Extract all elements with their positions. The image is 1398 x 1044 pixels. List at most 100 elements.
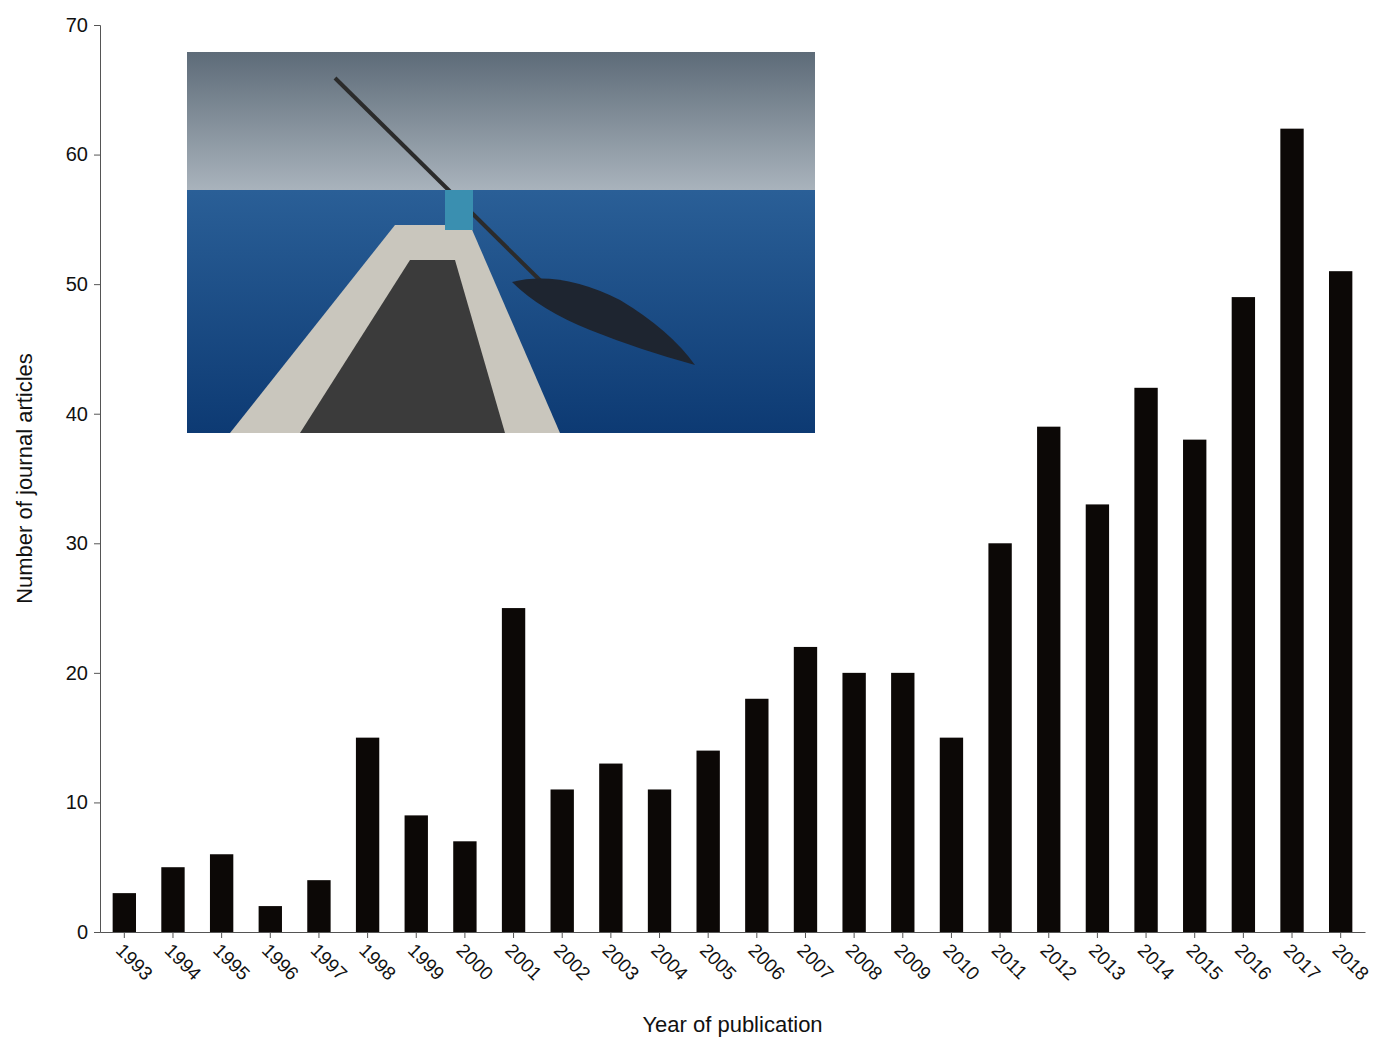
y-tick: 70	[66, 14, 100, 36]
x-tick-label: 2006	[744, 940, 789, 985]
x-tick: 2011	[988, 932, 1032, 983]
bar	[1134, 388, 1157, 932]
y-tick: 0	[77, 921, 100, 943]
bar	[1086, 504, 1109, 932]
x-tick-mark	[464, 932, 465, 938]
y-axis-line	[94, 26, 101, 933]
x-tick-label: 2010	[939, 940, 984, 985]
y-tick: 10	[66, 791, 100, 813]
x-tick: 2000	[453, 932, 498, 984]
x-tick-label: 2018	[1328, 940, 1373, 985]
bar	[794, 647, 817, 932]
x-tick-label: 2012	[1036, 940, 1081, 985]
x-tick-mark	[270, 932, 271, 938]
bar	[453, 841, 476, 932]
x-tick: 2015	[1182, 932, 1227, 984]
x-tick: 2017	[1280, 932, 1325, 984]
x-tick-mark	[1146, 932, 1147, 938]
x-tick-mark	[854, 932, 855, 938]
x-tick-label: 2017	[1280, 940, 1325, 985]
x-tick: 2002	[550, 932, 595, 984]
bar	[551, 789, 574, 932]
x-tick-label: 1996	[258, 940, 303, 985]
bar	[307, 880, 330, 932]
x-tick-label: 2015	[1182, 940, 1227, 985]
x-tick-mark	[1340, 932, 1341, 938]
x-tick-label: 2003	[598, 940, 643, 985]
bar	[891, 673, 914, 932]
x-tick-label: 2011	[988, 940, 1032, 984]
bar	[1037, 427, 1060, 932]
x-tick-mark	[659, 932, 660, 938]
y-tick-mark	[94, 543, 100, 544]
x-tick-label: 1993	[112, 940, 157, 985]
x-tick: 2006	[744, 932, 789, 984]
y-axis: 0 10 20 30 40 50 60 70	[66, 14, 101, 943]
x-tick: 2018	[1328, 932, 1373, 984]
photo-boat	[230, 225, 560, 433]
bar	[599, 764, 622, 932]
x-tick-mark	[318, 932, 319, 938]
x-tick-mark	[1194, 932, 1195, 938]
x-tick: 2010	[939, 932, 984, 984]
x-tick: 1993	[112, 932, 157, 984]
bar	[1183, 440, 1206, 932]
bar	[113, 893, 136, 932]
x-tick-mark	[708, 932, 709, 938]
bar	[745, 699, 768, 932]
x-tick-mark	[1292, 932, 1293, 938]
bar	[161, 867, 184, 932]
x-tick: 1994	[161, 932, 206, 985]
bar	[356, 738, 379, 932]
y-tick: 50	[66, 273, 100, 295]
x-tick-label: 1999	[404, 940, 449, 985]
y-tick-label: 10	[66, 791, 88, 813]
x-tick-label: 2008	[842, 940, 887, 985]
x-tick: 2007	[793, 932, 838, 984]
bar	[648, 789, 671, 932]
x-tick: 1998	[355, 932, 400, 984]
x-tick: 2013	[1085, 932, 1130, 984]
x-tick: 1995	[209, 932, 254, 984]
x-tick-mark	[756, 932, 757, 938]
y-tick-label: 30	[66, 532, 88, 554]
x-tick-label: 2002	[550, 940, 595, 985]
y-axis-title: Number of journal articles	[12, 353, 37, 604]
plot: 0 10 20 30 40 50 60 70 1993199419951996199719981…	[66, 14, 1373, 985]
y-tick-label: 20	[66, 662, 88, 684]
y-tick-label: 40	[66, 403, 88, 425]
photo-pole	[335, 78, 560, 300]
y-tick: 20	[66, 662, 100, 684]
x-tick-label: 2009	[890, 940, 935, 985]
y-tick: 60	[66, 143, 100, 165]
x-tick-mark	[1097, 932, 1098, 938]
photo-sea	[187, 190, 815, 433]
x-tick-mark	[1048, 932, 1049, 938]
y-tick: 40	[66, 403, 100, 425]
bar	[940, 738, 963, 932]
x-tick-label: 2014	[1134, 940, 1179, 985]
x-tick-mark	[805, 932, 806, 938]
y-tick-mark	[94, 284, 100, 285]
photo-sky	[187, 52, 815, 192]
x-tick: 2005	[696, 932, 741, 984]
photo-whale	[512, 279, 695, 365]
x-tick-mark	[172, 932, 173, 938]
bar	[696, 751, 719, 932]
y-tick-label: 70	[66, 14, 88, 36]
x-tick-label: 2016	[1231, 940, 1276, 985]
bar	[405, 815, 428, 932]
photo-boat-deck	[300, 260, 505, 433]
chart: 0 10 20 30 40 50 60 70 1993199419951996199719981…	[0, 0, 1398, 1044]
x-tick: 2008	[842, 932, 887, 984]
x-tick-label: 2013	[1085, 940, 1130, 985]
x-tick-mark	[610, 932, 611, 938]
x-tick-label: 2004	[647, 940, 692, 985]
x-tick: 2003	[598, 932, 643, 984]
bars	[113, 129, 1353, 932]
photo-person	[445, 190, 473, 230]
y-tick-mark	[94, 932, 100, 933]
x-tick: 2001	[501, 932, 546, 984]
x-axis: 1993199419951996199719981999200020012002…	[101, 932, 1374, 985]
y-tick-label: 0	[77, 921, 88, 943]
